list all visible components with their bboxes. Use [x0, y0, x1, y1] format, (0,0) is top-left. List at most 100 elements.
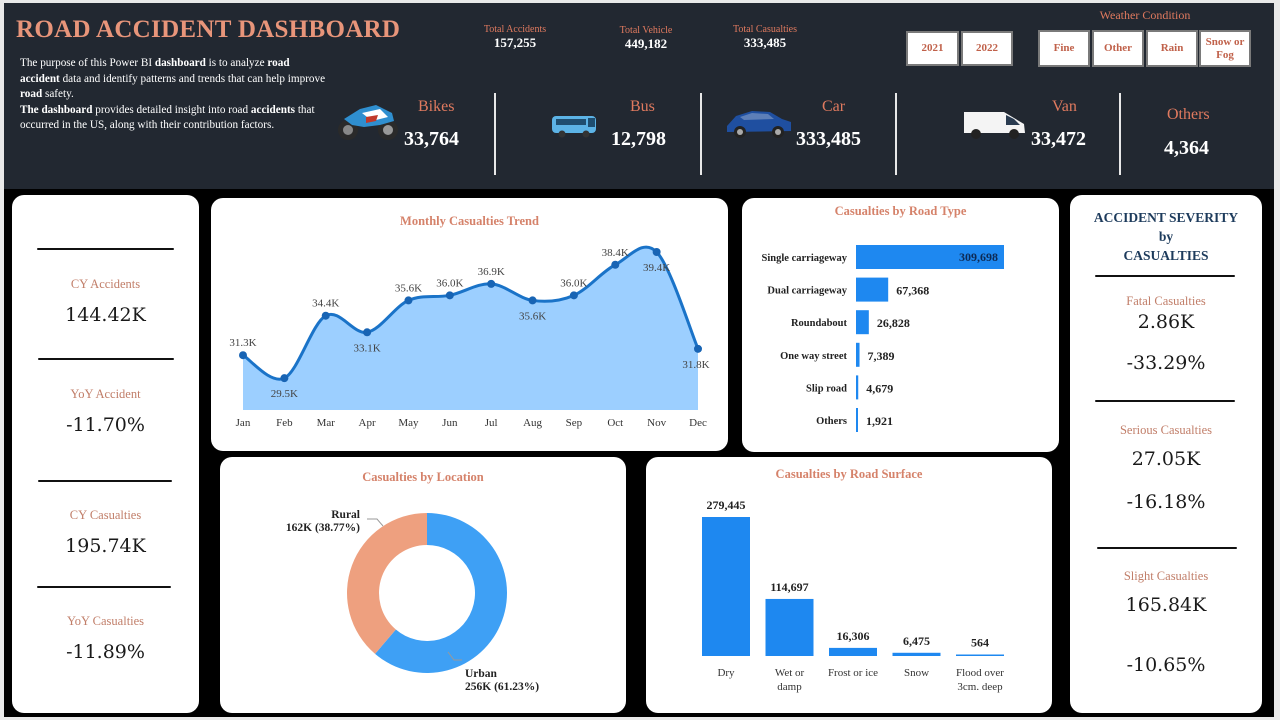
monthly-trend-chart: 31.3K Jan 29.5K Feb 34.4K Mar 33.1K Apr 35.6K May… — [229, 245, 710, 429]
slight-casualties-yoy: -10.65% — [1126, 654, 1206, 676]
road-surface-bar — [956, 654, 1004, 656]
van-icon — [964, 112, 1025, 139]
total-vehicle-kpi: Total Vehicle 449,182 — [586, 25, 706, 52]
road-type-label: Roundabout — [791, 318, 848, 329]
description-segment: The dashboard — [20, 103, 93, 116]
trend-point — [445, 291, 454, 300]
vehicle-divider — [895, 93, 897, 175]
total-casualties-kpi: Total Casualties 333,485 — [705, 24, 825, 51]
x-tick-label: Nov — [647, 417, 666, 429]
leader-line — [447, 651, 462, 661]
dashboard-title: ROAD ACCIDENT DASHBOARD — [16, 16, 401, 43]
trend-point — [694, 344, 702, 353]
leader-line — [367, 518, 384, 527]
trend-data-label: 36.0K — [436, 277, 463, 289]
yoy-accident-value: -11.70% — [66, 414, 145, 436]
slight-casualties-value: 165.84K — [1125, 594, 1207, 616]
trend-line — [242, 245, 700, 381]
road-surface-value: 114,697 — [770, 580, 808, 594]
yoy-casualties-value: -11.89% — [66, 641, 145, 663]
bus-value: 12,798 — [611, 128, 666, 150]
fatal-casualties-yoy: -33.29% — [1126, 352, 1206, 374]
donut-slice-urban — [375, 513, 508, 673]
year-slicer-2022[interactable]: 2022 — [961, 31, 1013, 66]
trend-data-label: 36.9K — [478, 266, 505, 278]
road-type-bar — [856, 277, 889, 302]
vehicle-divider — [494, 93, 496, 175]
road-type-value: 7,389 — [868, 349, 895, 363]
divider — [37, 586, 171, 588]
total-casualties-value: 333,485 — [743, 35, 787, 50]
road-type-value: 1,921 — [866, 414, 893, 428]
road-surface-bar — [892, 652, 941, 656]
weather-slicer-snow-or-fog[interactable]: Snow or Fog — [1199, 30, 1251, 67]
x-tick-label: Dec — [689, 417, 707, 429]
trend-point — [280, 374, 289, 383]
x-tick-label: Mar — [317, 417, 336, 429]
x-tick-label: May — [398, 417, 419, 429]
trend-data-label: 36.0K — [560, 277, 587, 289]
description-segment: provides detailed insight into road — [92, 103, 251, 116]
road-type-value: 4,679 — [866, 381, 893, 395]
trend-point — [487, 279, 496, 288]
road-surface-card: Casualties by Road Surface 279,445 Dry 114… — [646, 457, 1052, 713]
monthly-trend-card: Monthly Casualties Trend 31.3K Jan 29.5K Fe… — [211, 198, 728, 451]
description-segment: safety. — [42, 88, 74, 101]
bus-label: Bus — [630, 98, 655, 115]
description-segment: accidents — [250, 103, 296, 116]
road-surface-chart: 279,445 Dry 114,697 Wet or damp 16,306 Frost o… — [702, 498, 1004, 693]
total-accidents-kpi: Total Accidents 157,255 — [455, 24, 575, 51]
road-type-chart: Single carriageway 309,698 Dual carriagewa… — [762, 245, 1004, 432]
road-type-bar — [856, 310, 869, 335]
trend-point — [569, 291, 578, 300]
road-type-value: 309,698 — [959, 250, 998, 264]
bikes-value: 33,764 — [404, 128, 459, 150]
yoy-casualties-label: YoY Casualties — [66, 614, 145, 628]
weather-slicer-rain[interactable]: Rain — [1146, 30, 1198, 67]
serious-casualties-value: 27.05K — [1131, 448, 1201, 470]
road-type-label: Others — [816, 416, 847, 427]
trend-data-label: 35.6K — [519, 310, 546, 322]
urban-label: Urban — [465, 668, 498, 680]
van-label: Van — [1052, 98, 1077, 115]
trend-point — [404, 296, 413, 305]
location-card: Casualties by Location Urban 256K (61.23%… — [220, 457, 626, 713]
road-surface-category: Wet or — [775, 667, 805, 679]
road-surface-bar — [829, 647, 877, 656]
serious-casualties-label: Serious Casualties — [1119, 423, 1212, 437]
left-kpi-card: CY Accidents 144.42K YoY Accident -11.70… — [12, 195, 199, 713]
description-segment: data and identify patterns and trends th… — [59, 72, 326, 85]
x-tick-label: Jul — [485, 417, 498, 429]
trend-data-label: 31.3K — [229, 337, 256, 349]
trend-point — [652, 248, 661, 257]
x-tick-label: Apr — [359, 417, 376, 429]
rural-value: 162K (38.77%) — [286, 522, 360, 534]
cy-casualties-value: 195.74K — [65, 535, 146, 557]
road-type-label: One way street — [780, 351, 847, 362]
trend-data-label: 39.4K — [643, 262, 670, 274]
van-value: 33,472 — [1031, 128, 1086, 150]
severity-title-line3: CASUALTIES — [1123, 248, 1209, 263]
weather-slicer-fine[interactable]: Fine — [1038, 30, 1090, 67]
year-slicer-2021[interactable]: 2021 — [906, 31, 959, 66]
dashboard-description: The purpose of this Power BI dashboard i… — [20, 56, 330, 134]
trend-point — [528, 296, 537, 305]
weather-slicer-other[interactable]: Other — [1092, 30, 1144, 67]
road-surface-category: Dry — [717, 667, 735, 679]
trend-point — [321, 311, 330, 320]
road-surface-category: Flood over — [956, 667, 1004, 679]
road-type-card: Casualties by Road Type Single carriagew… — [742, 198, 1059, 452]
description-segment: is to analyze — [205, 57, 268, 69]
road-type-label: Dual carriageway — [767, 286, 847, 297]
road-surface-category: damp — [777, 681, 802, 693]
road-type-label: Slip road — [806, 383, 847, 394]
description-segment: road accident — [20, 57, 290, 85]
vehicle-divider — [1119, 93, 1121, 175]
trend-data-label: 38.4K — [602, 247, 629, 259]
x-tick-label: Jun — [442, 417, 458, 429]
description-segment: dashboard — [154, 57, 206, 69]
road-type-bar — [856, 245, 1004, 269]
x-tick-label: Sep — [566, 417, 583, 429]
urban-value: 256K (61.23%) — [465, 681, 539, 693]
location-title: Casualties by Location — [362, 470, 484, 484]
